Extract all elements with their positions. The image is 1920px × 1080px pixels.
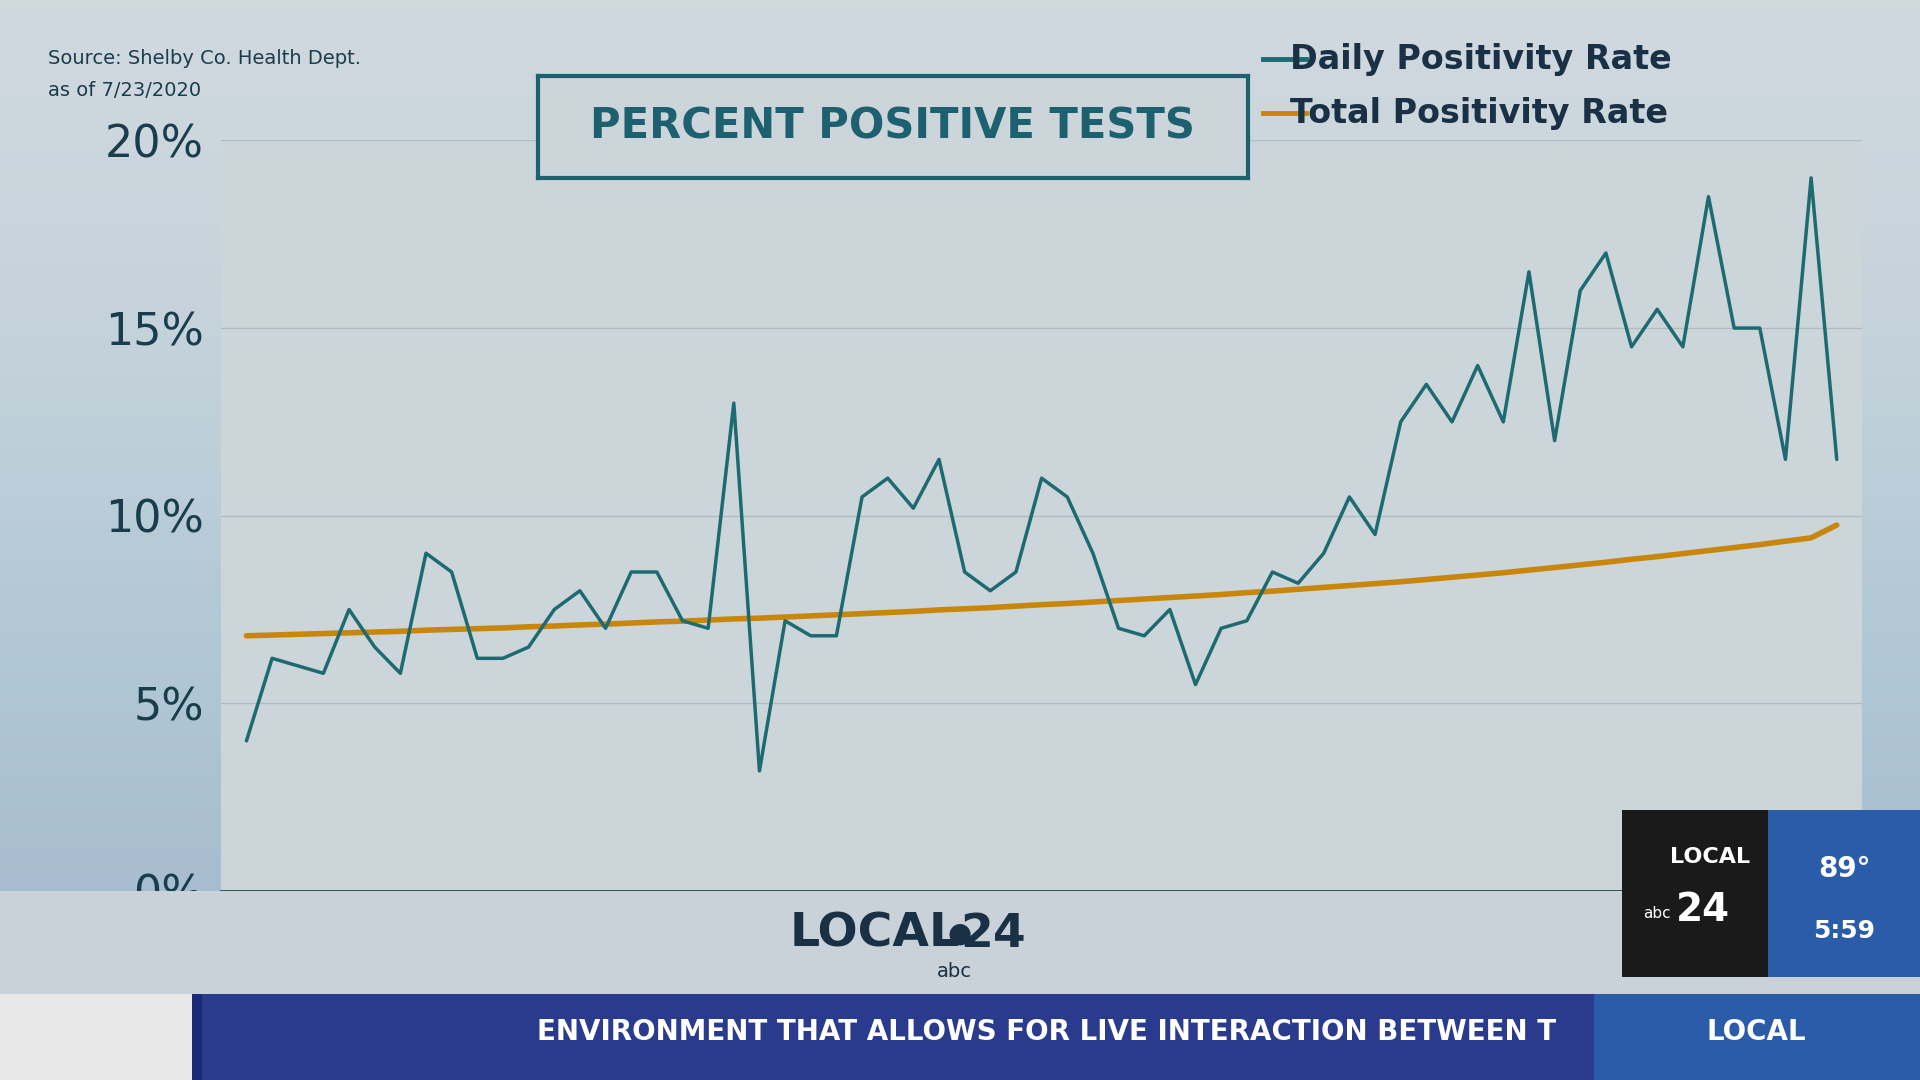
Text: 24: 24: [1676, 891, 1730, 930]
Text: 24: 24: [960, 912, 1025, 957]
Text: LOCAL: LOCAL: [1670, 847, 1749, 867]
Text: abc: abc: [937, 961, 972, 981]
Text: Total Positivity Rate: Total Positivity Rate: [1290, 97, 1668, 130]
Text: Source: Shelby Co. Health Dept.: Source: Shelby Co. Health Dept.: [48, 49, 361, 68]
FancyBboxPatch shape: [1594, 994, 1920, 1080]
FancyBboxPatch shape: [0, 994, 192, 1080]
FancyBboxPatch shape: [192, 994, 202, 1080]
Text: 5:59: 5:59: [1812, 918, 1876, 943]
Text: Daily Positivity Rate: Daily Positivity Rate: [1290, 43, 1672, 76]
Text: LOCAL: LOCAL: [1707, 1018, 1807, 1047]
Text: LOCAL: LOCAL: [789, 912, 960, 957]
Text: PERCENT POSITIVE TESTS: PERCENT POSITIVE TESTS: [589, 106, 1196, 148]
Text: 89°: 89°: [1818, 854, 1870, 882]
Text: as of 7/23/2020: as of 7/23/2020: [48, 81, 202, 100]
FancyBboxPatch shape: [192, 994, 1594, 1080]
Text: ●: ●: [948, 920, 972, 948]
Text: abc: abc: [1644, 906, 1670, 921]
Text: ENVIRONMENT THAT ALLOWS FOR LIVE INTERACTION BETWEEN T: ENVIRONMENT THAT ALLOWS FOR LIVE INTERAC…: [538, 1018, 1555, 1047]
